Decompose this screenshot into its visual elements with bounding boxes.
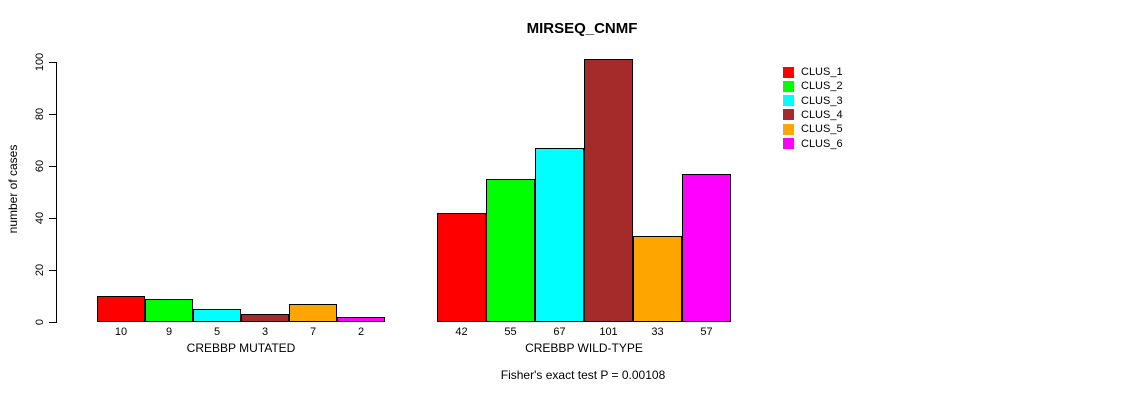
legend-label: CLUS_5 [801, 123, 843, 136]
legend-item-clus_4: CLUS_4 [783, 108, 843, 122]
bar-value-label: 5 [213, 326, 221, 338]
legend-label: CLUS_4 [801, 108, 843, 121]
legend-swatch-icon [783, 109, 794, 121]
y-axis-tick [49, 165, 56, 167]
bar-clus_1-group2 [437, 212, 486, 322]
legend-label: CLUS_6 [801, 137, 843, 150]
bar-clus_5-group1 [289, 303, 337, 322]
bar-clus_4-group2 [584, 59, 633, 322]
bar-clus_2-group1 [145, 298, 193, 322]
y-axis-tick-label: 100 [34, 52, 46, 72]
y-axis-tick [49, 269, 56, 271]
legend-label: CLUS_3 [801, 94, 843, 107]
bar-value-label: 67 [553, 326, 566, 338]
bar-clus_6-group1 [337, 316, 385, 322]
legend-item-clus_6: CLUS_6 [783, 137, 843, 151]
legend-item-clus_3: CLUS_3 [783, 94, 843, 108]
bar-value-label: 42 [455, 326, 468, 338]
bar-value-label: 9 [165, 326, 173, 338]
y-axis-tick [49, 61, 56, 63]
legend-label: CLUS_2 [801, 80, 843, 93]
bar-value-label: 55 [504, 326, 517, 338]
y-axis-tick [49, 113, 56, 115]
bar-value-label: 10 [114, 326, 128, 338]
legend-swatch-icon [783, 123, 794, 135]
legend-swatch-icon [783, 138, 794, 150]
chart-title: MIRSEQ_CNMF [526, 20, 638, 37]
y-axis-tick-label: 40 [34, 211, 46, 225]
legend-label: CLUS_1 [801, 66, 843, 78]
legend-swatch-icon [783, 80, 794, 92]
bar-clus_3-group2 [535, 147, 584, 322]
bar-value-label: 2 [357, 326, 365, 338]
bar-clus_3-group1 [193, 309, 241, 322]
y-axis-tick [49, 217, 56, 219]
y-axis-tick-label: 20 [34, 263, 46, 277]
y-axis-tick-label: 80 [34, 107, 46, 121]
bar-value-label: 7 [309, 326, 317, 338]
legend-item-clus_5: CLUS_5 [783, 122, 843, 136]
bar-value-label: 3 [261, 326, 269, 338]
y-axis-tick-label: 60 [34, 159, 46, 173]
y-axis-tick-label: 0 [34, 318, 46, 326]
group-label: CREBBP WILD-TYPE [525, 341, 643, 355]
footnote: Fisher's exact test P = 0.00108 [500, 368, 666, 382]
group-label: CREBBP MUTATED [186, 341, 296, 355]
bar-clus_5-group2 [633, 236, 682, 322]
legend-item-clus_2: CLUS_2 [783, 79, 843, 93]
bar-clus_1-group1 [97, 296, 145, 322]
legend-item-clus_1: CLUS_1 [783, 65, 843, 79]
bar-clus_4-group1 [241, 314, 289, 322]
bar-clus_6-group2 [682, 173, 731, 322]
y-axis-line [56, 62, 57, 323]
bar-value-label: 33 [651, 326, 664, 338]
y-axis-tick [49, 321, 56, 323]
bar-value-label: 57 [700, 326, 713, 338]
y-axis-title: number of cases [6, 144, 20, 234]
bar-value-label: 101 [599, 326, 618, 338]
legend-swatch-icon [783, 66, 794, 78]
bar-clus_2-group2 [486, 179, 535, 322]
legend-swatch-icon [783, 95, 794, 107]
